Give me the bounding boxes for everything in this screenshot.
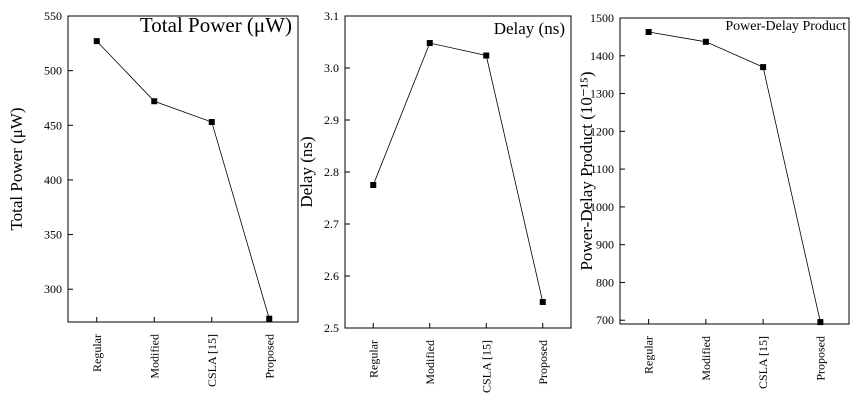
y-tick-label: 350 — [44, 228, 62, 242]
data-point — [208, 119, 215, 126]
y-tick-label: 2.8 — [324, 165, 339, 179]
chart-panel: 300 350 400 450 500 550 Regular Modified CSLA [1… — [7, 9, 299, 387]
y-tick-label: 3.0 — [324, 61, 339, 75]
chart-title: Total Power (μW) — [140, 13, 292, 37]
data-point — [817, 319, 824, 326]
data-line — [648, 31, 821, 323]
x-tick-label: Modified — [699, 336, 713, 381]
y-tick-label: 2.9 — [324, 113, 339, 127]
y-tick-label: 400 — [44, 173, 62, 187]
x-tick-label: Regular — [90, 334, 104, 372]
y-axis-label: Total Power (μW) — [7, 107, 26, 230]
x-tick-label: Modified — [423, 340, 437, 385]
chart-panel: 2.5 2.6 2.7 2.8 2.9 3.0 3.1 Regular Modified CSLA… — [297, 9, 572, 393]
y-tick-label: 450 — [44, 118, 62, 132]
y-tick-label: 1300 — [590, 87, 614, 101]
y-tick-label: 900 — [596, 238, 614, 252]
x-tick-label: Regular — [642, 336, 656, 374]
y-tick-label: 2.7 — [324, 217, 339, 231]
y-axis-label: Power-Delay Product (10⁻¹⁵) — [577, 71, 596, 270]
y-tick-label: 500 — [44, 64, 62, 78]
y-tick-label: 1000 — [590, 200, 614, 214]
data-point — [151, 98, 158, 105]
data-point — [645, 28, 652, 35]
y-tick-label: 1500 — [590, 11, 614, 25]
y-tick-label: 1100 — [590, 162, 614, 176]
plot-frame — [67, 15, 299, 323]
data-point — [426, 40, 433, 47]
chart-title: Delay (ns) — [494, 19, 565, 38]
data-line — [372, 42, 544, 303]
data-point — [266, 315, 273, 322]
data-point — [760, 64, 767, 71]
plot-frame — [619, 17, 850, 325]
data-point — [702, 38, 709, 45]
y-tick-label: 1400 — [590, 49, 614, 63]
y-tick-label: 700 — [596, 313, 614, 327]
y-tick-label: 2.5 — [324, 321, 339, 335]
x-tick-label: CSLA [15] — [205, 334, 219, 387]
x-tick-label: CSLA [15] — [756, 336, 770, 389]
data-line — [96, 40, 270, 319]
x-tick-label: Proposed — [262, 334, 276, 379]
x-tick-label: Modified — [147, 334, 161, 379]
y-tick-label: 1200 — [590, 124, 614, 138]
y-tick-label: 550 — [44, 9, 62, 23]
x-tick-label: CSLA [15] — [479, 340, 493, 393]
plot-frame — [344, 15, 572, 329]
data-point — [539, 299, 546, 305]
y-axis-label: Delay (ns) — [297, 136, 316, 207]
y-tick-label: 2.6 — [324, 269, 339, 283]
y-tick-label: 300 — [44, 282, 62, 296]
y-tick-label: 800 — [596, 275, 614, 289]
x-tick-label: Regular — [366, 340, 380, 378]
chart-panel: 700 800 900 1000 1100 1200 1300 1400 1500 Regular… — [577, 11, 850, 389]
data-point — [483, 52, 490, 59]
chart-title: Power-Delay Product — [725, 19, 846, 34]
y-tick-label: 3.1 — [324, 9, 339, 23]
x-tick-label: Proposed — [813, 336, 827, 381]
data-point — [93, 38, 100, 45]
data-point — [370, 182, 377, 188]
x-tick-label: Proposed — [536, 340, 550, 385]
